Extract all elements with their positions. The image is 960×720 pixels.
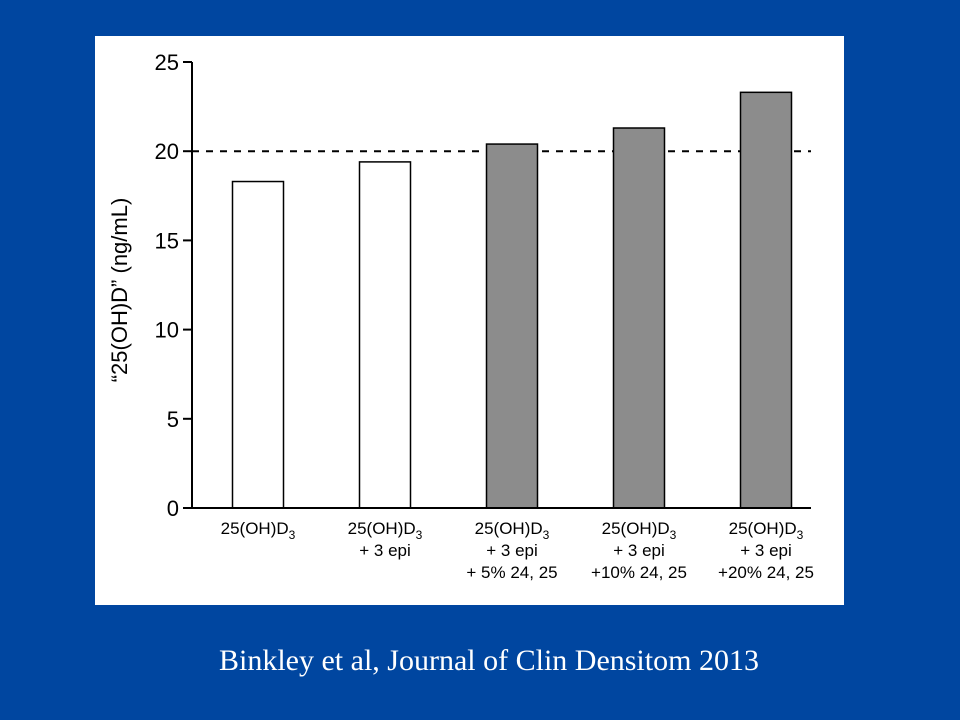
chart-panel: 0 5 10 15 20 25 “25(OH)D” (ng/mL) 25(OH)D3 25(OH…: [95, 36, 844, 605]
citation-text: Binkley et al, Journal of Clin Densitom …: [219, 644, 759, 677]
y-tick-label: 15: [155, 228, 179, 253]
y-tick-label: 5: [167, 407, 179, 432]
x-tick-label: +20% 24, 25: [718, 563, 814, 582]
bar-chart: 0 5 10 15 20 25 “25(OH)D” (ng/mL) 25(OH)D3 25(OH…: [107, 50, 814, 582]
bar-1: [231, 180, 285, 509]
bar-3: [485, 143, 539, 509]
x-tick-label: + 3 epi: [740, 541, 792, 560]
y-tick-label: 10: [155, 318, 179, 343]
x-tick-label: + 3 epi: [359, 541, 411, 560]
x-tick-label: + 5% 24, 25: [466, 563, 557, 582]
x-tick-label: 25(OH)D3: [729, 519, 804, 542]
x-tick-label: + 3 epi: [613, 541, 665, 560]
x-tick-label: + 3 epi: [486, 541, 538, 560]
y-tick-label: 0: [167, 496, 179, 521]
y-tick-label: 20: [155, 139, 179, 164]
x-tick-label: 25(OH)D3: [475, 519, 550, 542]
x-tick-label: +10% 24, 25: [591, 563, 687, 582]
x-tick-label: 25(OH)D3: [602, 519, 677, 542]
x-tick-label: 25(OH)D3: [221, 519, 296, 542]
bar-5: [739, 91, 793, 509]
y-tick-label: 25: [155, 50, 179, 75]
bar-2: [358, 161, 412, 509]
y-axis-title: “25(OH)D” (ng/mL): [107, 198, 132, 383]
bar-4: [612, 127, 666, 509]
x-tick-label: 25(OH)D3: [348, 519, 423, 542]
